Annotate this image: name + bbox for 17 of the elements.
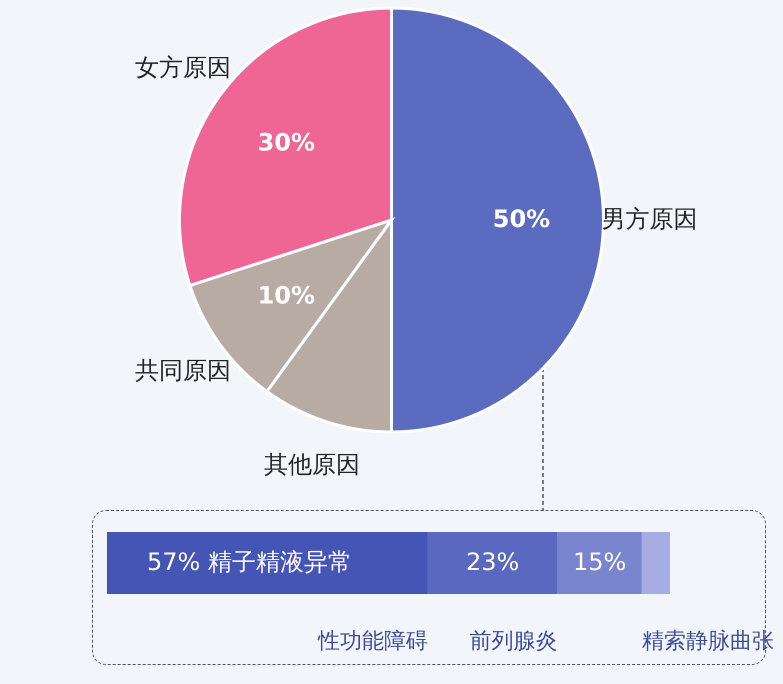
bar xyxy=(642,532,670,594)
slice-label: 共同原因 xyxy=(134,356,231,385)
data-label: 10% xyxy=(258,281,316,310)
bar xyxy=(107,532,428,594)
data-label: 23% xyxy=(466,548,520,576)
series-label: 精索静脉曲张 xyxy=(642,629,774,654)
bar xyxy=(557,532,642,594)
text: 57% 精子精液异常 xyxy=(147,548,352,576)
data-label: 30% xyxy=(258,128,316,157)
data-label: 50% xyxy=(492,205,550,233)
slice-label: 其他原因 xyxy=(264,450,360,478)
series-label: 前列腺炎 xyxy=(469,629,558,654)
slice-label: 男方原因 xyxy=(602,205,698,233)
series-label: 性功能障碍 xyxy=(316,629,428,654)
data-label: 15% xyxy=(572,548,626,576)
slice-label: 女方原因 xyxy=(134,53,231,82)
bar xyxy=(428,532,558,594)
